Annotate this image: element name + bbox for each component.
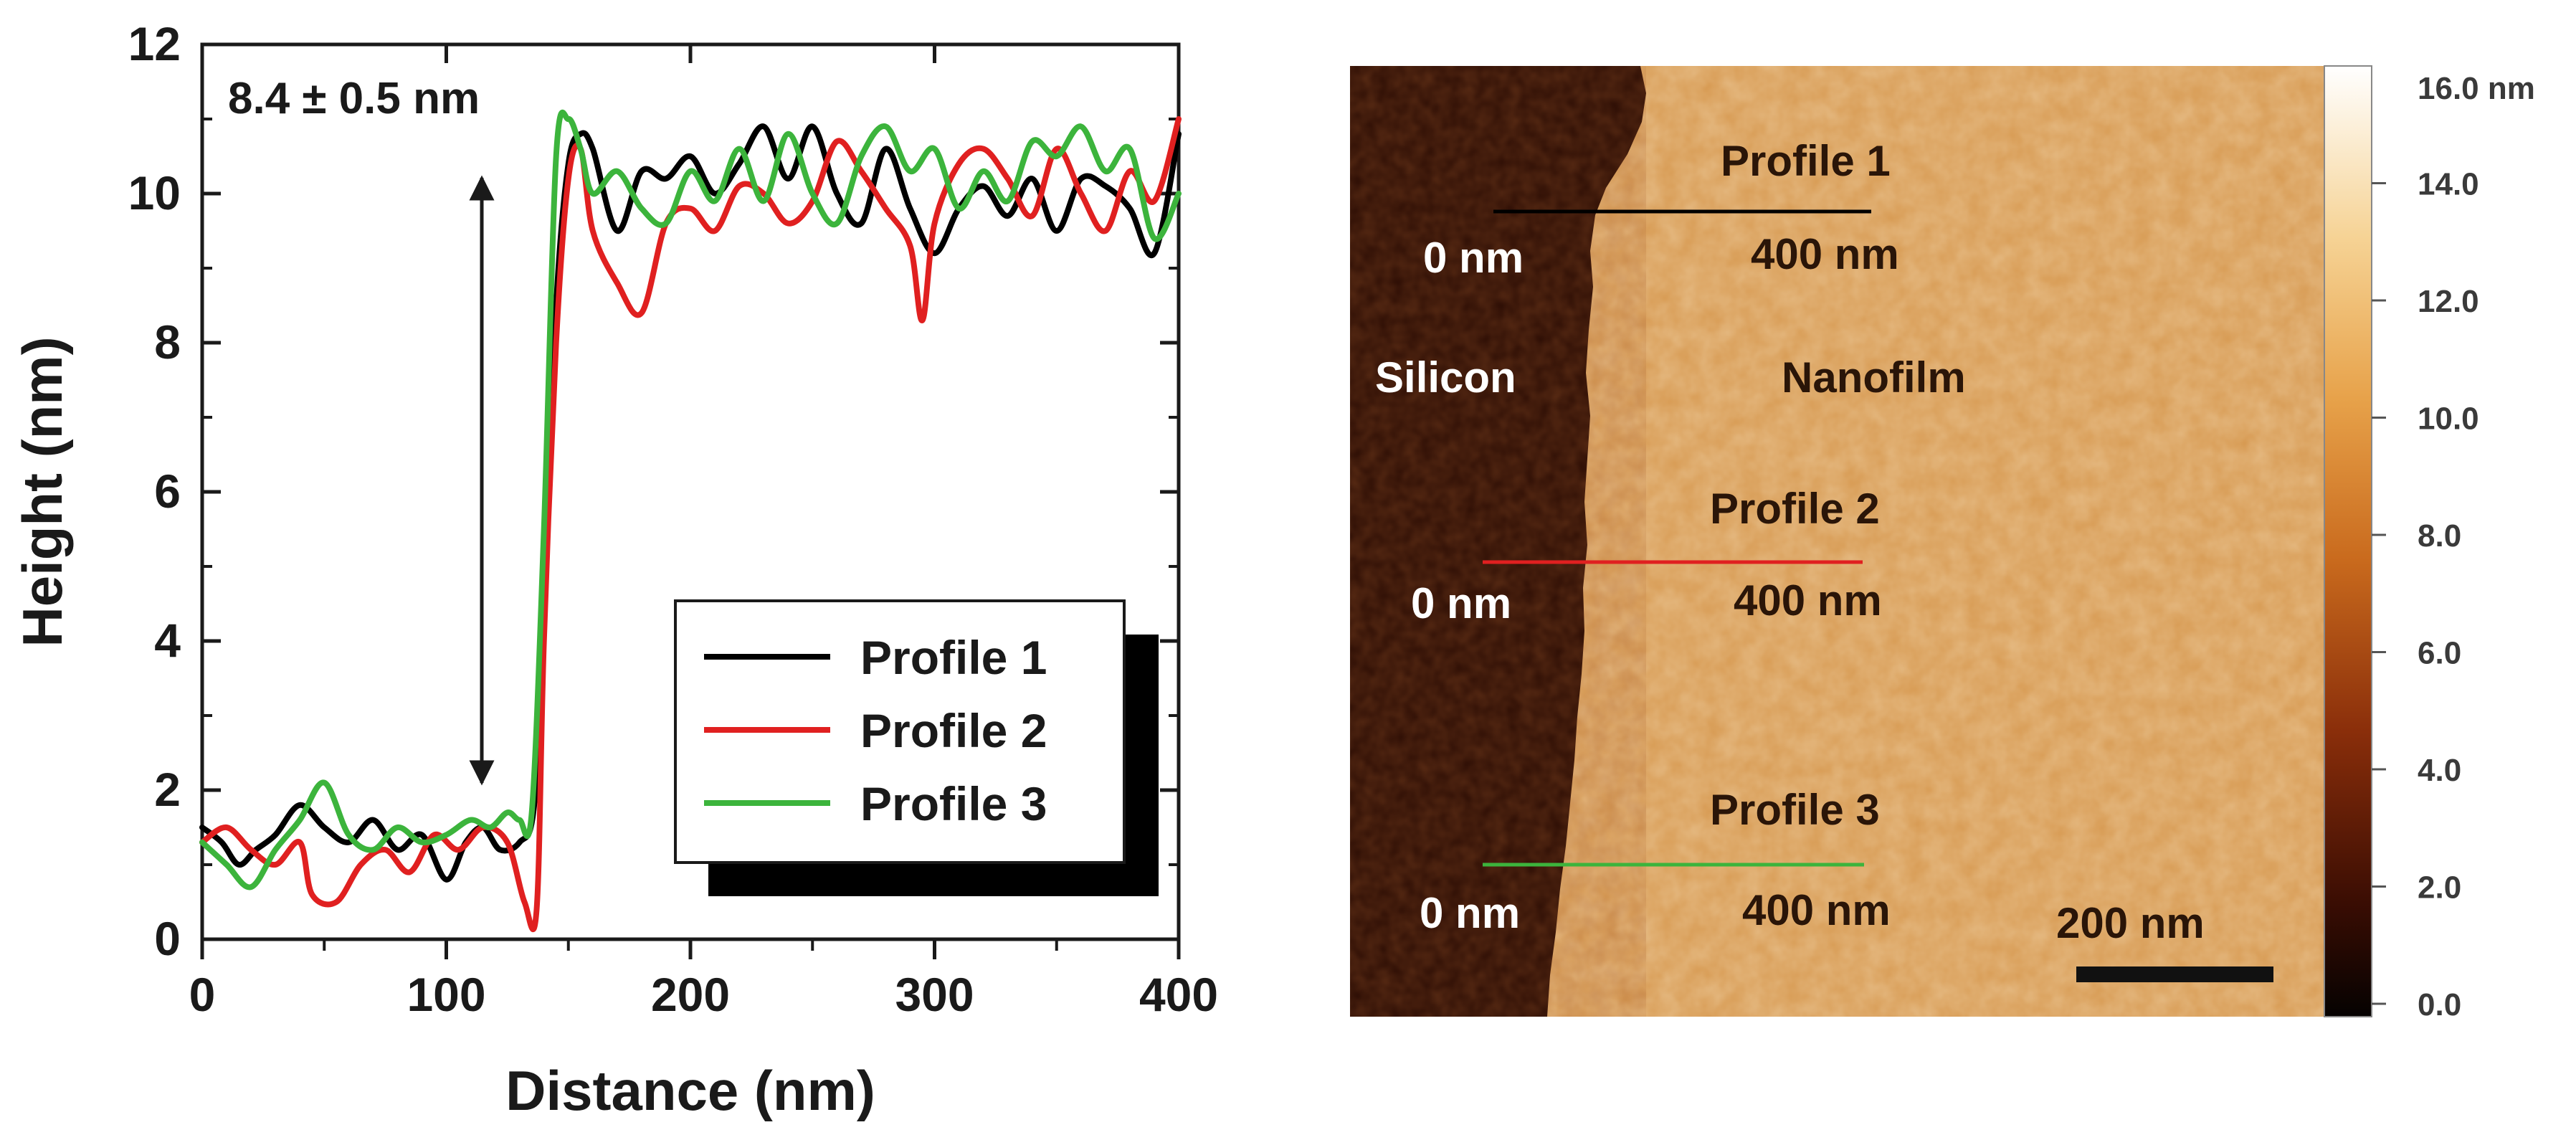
x-tick-label: 400 bbox=[1139, 968, 1218, 1021]
x-axis-label: Distance (nm) bbox=[505, 1059, 875, 1122]
scale-bar bbox=[2076, 966, 2273, 982]
colorbar-tick-label: 0.0 bbox=[2418, 987, 2461, 1022]
step-height-annotation: 8.4 ± 0.5 nm bbox=[228, 74, 480, 123]
x-tick-label: 0 bbox=[189, 968, 216, 1021]
y-tick-label: 0 bbox=[154, 912, 181, 965]
y-tick-label: 2 bbox=[154, 763, 181, 816]
colorbar-tick-label: 8.0 bbox=[2418, 518, 2461, 554]
afm-topography-image: Profile 1 0 nm 400 nm Silicon Nanofilm P… bbox=[1350, 66, 2337, 1017]
colorbar-unit-label: 16.0 nm bbox=[2418, 71, 2535, 106]
y-tick-label: 4 bbox=[154, 614, 181, 667]
profile-1-end-label: 400 nm bbox=[1751, 230, 1899, 278]
y-axis: 0 2 4 6 8 10 12 bbox=[128, 17, 1179, 965]
scale-bar-label: 200 nm bbox=[2056, 899, 2205, 947]
profile-2-start-label: 0 nm bbox=[1411, 579, 1511, 627]
y-tick-label: 6 bbox=[154, 465, 181, 518]
profile-3-end-label: 400 nm bbox=[1742, 886, 1891, 934]
legend-label-profile-1: Profile 1 bbox=[860, 631, 1047, 684]
x-tick-label: 200 bbox=[651, 968, 730, 1021]
nanofilm-label: Nanofilm bbox=[1782, 353, 1966, 402]
y-tick-label: 8 bbox=[154, 315, 181, 369]
silicon-substrate-texture bbox=[1350, 66, 1646, 1017]
silicon-label: Silicon bbox=[1375, 353, 1516, 402]
profile-2-end-label: 400 nm bbox=[1734, 576, 1882, 624]
colorbar-ticks: 14.0 12.0 10.0 8.0 6.0 4.0 2.0 0.0 bbox=[2372, 167, 2479, 1022]
colorbar-tick-label: 6.0 bbox=[2418, 636, 2461, 671]
y-tick-label: 12 bbox=[128, 17, 181, 70]
y-axis-label: Height (nm) bbox=[11, 336, 74, 647]
profile-3-start-label: 0 nm bbox=[1420, 889, 1520, 937]
profile-3-label: Profile 3 bbox=[1710, 786, 1880, 834]
height-colorbar: 16.0 nm 14.0 12.0 10.0 8.0 6.0 4.0 2.0 0.0 bbox=[2324, 65, 2535, 1022]
x-axis: 0 100 200 300 400 bbox=[189, 44, 1218, 1021]
colorbar-tick-label: 14.0 bbox=[2418, 167, 2479, 202]
legend: Profile 1 Profile 2 Profile 3 bbox=[674, 599, 1159, 896]
colorbar-tick-label: 2.0 bbox=[2418, 870, 2461, 906]
profile-1-start-label: 0 nm bbox=[1423, 234, 1524, 282]
series-line-profile-3 bbox=[199, 109, 1182, 890]
legend-label-profile-2: Profile 2 bbox=[860, 704, 1047, 757]
colorbar-tick-label: 12.0 bbox=[2418, 284, 2479, 319]
profile-1-label: Profile 1 bbox=[1721, 137, 1891, 185]
colorbar-tick-label: 10.0 bbox=[2418, 402, 2479, 437]
colorbar-gradient bbox=[2324, 65, 2372, 1017]
series-line-profile-1 bbox=[199, 123, 1182, 883]
legend-label-profile-3: Profile 3 bbox=[860, 777, 1047, 830]
colorbar-tick-label: 4.0 bbox=[2418, 753, 2461, 788]
x-tick-label: 100 bbox=[407, 968, 485, 1021]
series-line-profile-2 bbox=[199, 116, 1182, 933]
profile-2-label: Profile 2 bbox=[1710, 485, 1880, 533]
y-tick-label: 10 bbox=[128, 166, 181, 219]
profile-chart: 0 2 4 6 8 10 12 0 100 200 300 400 Height (nm) Dist… bbox=[11, 17, 1218, 1122]
series-lines bbox=[199, 109, 1182, 933]
x-tick-label: 300 bbox=[895, 968, 974, 1021]
